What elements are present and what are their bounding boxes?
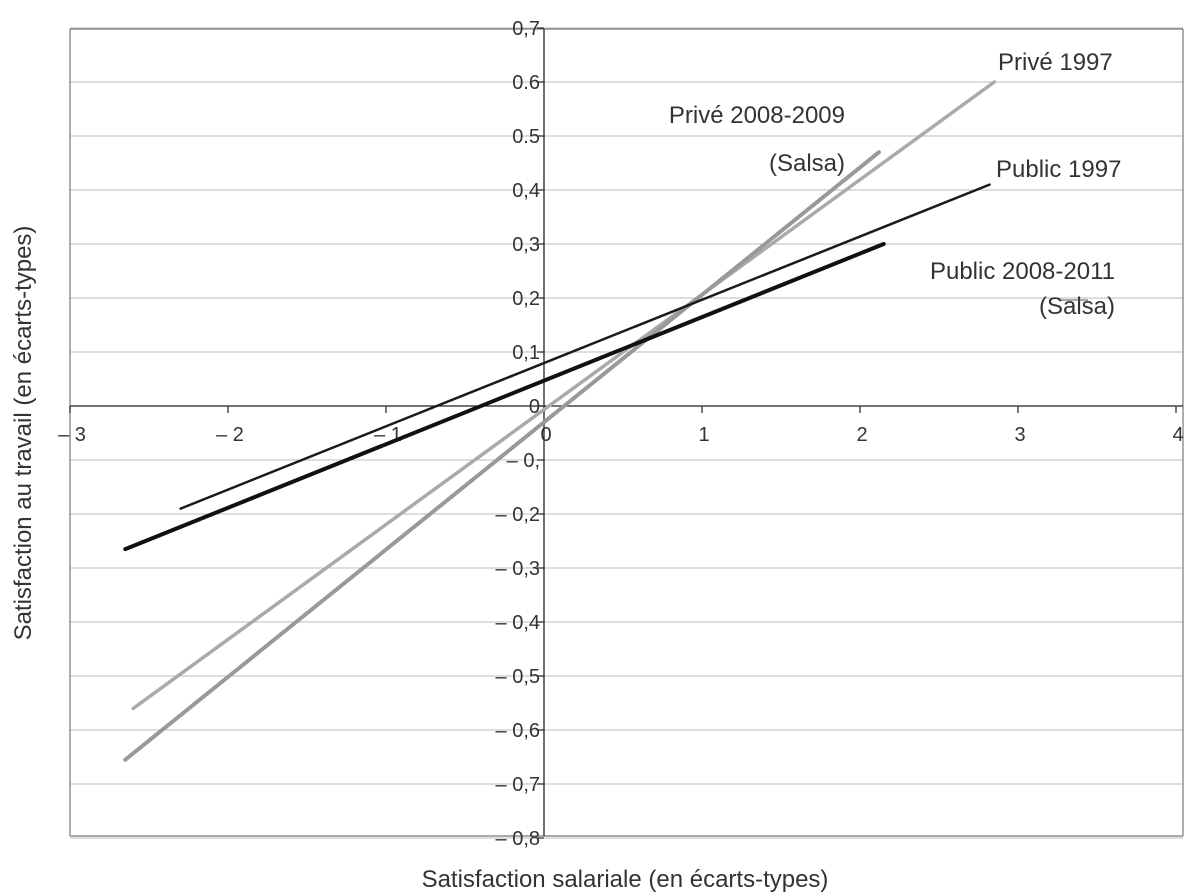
series-labels: Privé 1997 Privé 2008-2009 (Salsa) Public 1…	[669, 49, 1122, 320]
series-label: Privé 2008-2009	[669, 102, 845, 129]
y-tick-label: 0	[529, 396, 540, 418]
series-label: (Salsa)	[769, 150, 845, 177]
y-tick-label: 0,3	[512, 234, 540, 256]
series-line-1	[131, 80, 997, 711]
y-tick-label: – 0,7	[496, 774, 540, 796]
y-tick-label: – 0,3	[496, 558, 540, 580]
x-tick-label: – 3	[58, 424, 86, 446]
y-tick-label: – 0,2	[496, 504, 540, 526]
x-tick-label: 0	[540, 424, 551, 446]
series-line-4	[123, 242, 886, 552]
y-tick-label: – 0,8	[496, 828, 540, 850]
y-axis-title: Satisfaction au travail (en écarts-types…	[10, 226, 37, 641]
y-tick-label: – 0,	[507, 450, 540, 472]
y-tick-label: 0,1	[512, 342, 540, 364]
y-axis-ticks: 0,7 0.6 0.5 0,4 0,3 0,2 0,1 0 – 0, – 0,2 – 0,3 – 0,…	[496, 18, 544, 850]
series-label: Public 2008-2011	[930, 258, 1115, 285]
grid	[70, 27, 1183, 839]
series-line-2	[123, 150, 881, 762]
y-tick-label: 0.6	[512, 72, 540, 94]
y-tick-label: – 0,5	[496, 666, 540, 688]
plot-frame	[69, 28, 1184, 837]
x-tick-label: – 2	[216, 424, 244, 446]
axes	[70, 29, 1183, 836]
series-label: Privé 1997	[998, 49, 1113, 76]
y-tick-label: 0,2	[512, 288, 540, 310]
y-tick-label: 0,4	[512, 180, 540, 202]
y-tick-label: – 0,6	[496, 720, 540, 742]
y-tick-label: – 0,4	[496, 612, 540, 634]
x-tick-label: 3	[1014, 424, 1025, 446]
series-line-3	[179, 183, 991, 510]
series-lines	[123, 80, 997, 762]
x-axis-title: Satisfaction salariale (en écarts-types)	[422, 866, 829, 893]
x-tick-label: 4	[1172, 424, 1183, 446]
x-tick-label: 1	[698, 424, 709, 446]
y-tick-label: 0,7	[512, 18, 540, 40]
series-label: Public 1997	[996, 156, 1121, 183]
y-tick-label: 0.5	[512, 126, 540, 148]
x-tick-label: 2	[856, 424, 867, 446]
series-label: (Salsa)	[1039, 293, 1115, 320]
